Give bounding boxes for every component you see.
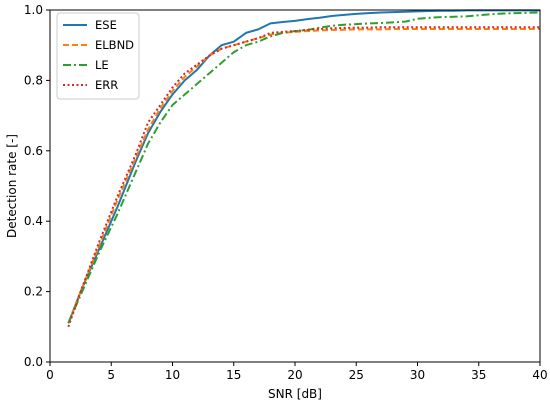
x-tick-label: 30: [410, 368, 425, 382]
y-tick-label: 0.8: [24, 73, 43, 87]
y-tick-label: 0.6: [24, 144, 43, 158]
x-tick-label: 5: [107, 368, 115, 382]
y-axis-label: Detection rate [-]: [5, 134, 19, 238]
x-tick-label: 40: [532, 368, 547, 382]
ticks: 0 5 10 15 20 25 30 35 40 0.0 0.2 0.4 0.6 0.8 1.0: [24, 3, 548, 382]
legend-label-le: LE: [95, 58, 109, 72]
legend: ESE ELBND LE ERR: [56, 12, 140, 100]
series-line-err: [67, 26, 540, 328]
legend-label-err: ERR: [95, 78, 118, 92]
x-tick-label: 10: [165, 368, 180, 382]
legend-box: [56, 12, 140, 100]
x-tick-label: 15: [226, 368, 241, 382]
x-tick-label: 20: [287, 368, 302, 382]
x-tick-label: 35: [471, 368, 486, 382]
series-line-elbnd: [67, 28, 540, 324]
legend-label-ese: ESE: [95, 18, 117, 32]
y-tick-label: 0.0: [24, 355, 43, 369]
legend-label-elbnd: ELBND: [95, 38, 134, 52]
y-tick-label: 0.2: [24, 285, 43, 299]
x-axis-label: SNR [dB]: [268, 387, 322, 401]
y-tick-label: 0.4: [24, 214, 43, 228]
y-tick-label: 1.0: [24, 3, 43, 17]
x-tick-label: 25: [349, 368, 364, 382]
x-tick-label: 0: [46, 368, 54, 382]
